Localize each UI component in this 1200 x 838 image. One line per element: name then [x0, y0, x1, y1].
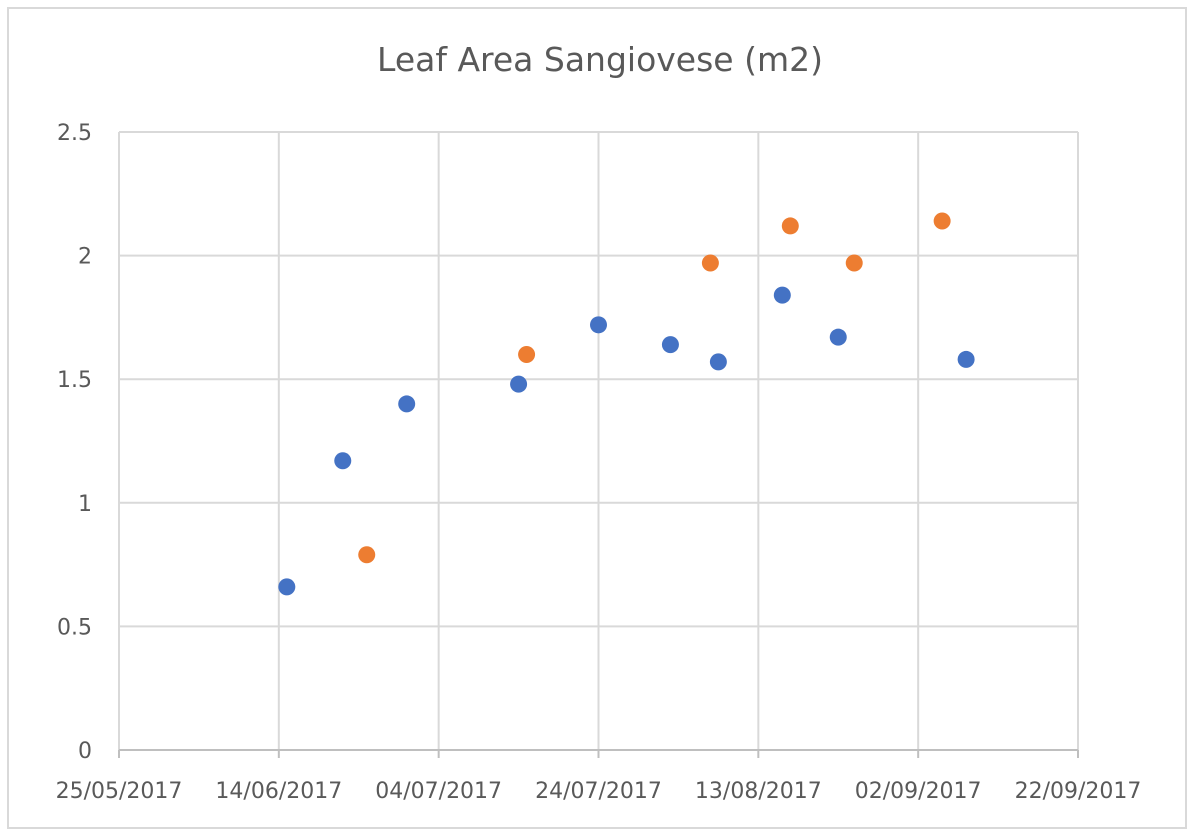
data-point-series-2 [358, 546, 376, 564]
data-points [278, 212, 975, 596]
data-point-series-1 [334, 452, 352, 470]
y-tick-label: 0.5 [57, 615, 92, 640]
x-tick-label: 22/09/2017 [1015, 779, 1142, 804]
data-point-series-1 [829, 328, 847, 346]
x-tick-label: 13/08/2017 [695, 779, 822, 804]
y-tick-label: 1 [78, 492, 92, 517]
y-tick-label: 2 [78, 245, 92, 270]
axes [118, 749, 1079, 758]
x-tick-label: 02/09/2017 [855, 779, 982, 804]
data-point-series-2 [933, 212, 951, 230]
data-point-series-1 [590, 316, 607, 334]
data-point-series-2 [701, 254, 719, 272]
x-tick-label: 24/07/2017 [535, 779, 662, 804]
y-tick-label: 0 [78, 739, 92, 764]
gridlines [118, 131, 1079, 750]
data-point-series-1 [957, 350, 975, 368]
data-point-series-2 [518, 345, 536, 363]
chart-frame [7, 7, 1187, 829]
y-tick-label: 2.5 [57, 121, 92, 146]
data-point-series-1 [709, 353, 727, 371]
x-tick-label: 25/05/2017 [56, 779, 183, 804]
data-point-series-1 [773, 286, 791, 304]
x-tick-label: 14/06/2017 [215, 779, 342, 804]
tick-labels: 0 0.5 1 1.5 2 2.5 25/05/2017 14/06/2017 04/07/20… [56, 121, 1142, 804]
data-point-series-1 [398, 395, 416, 413]
chart-title: Leaf Area Sangiovese (m2) [377, 40, 823, 79]
data-point-series-1 [510, 375, 528, 393]
data-point-series-1 [661, 336, 679, 354]
y-tick-label: 1.5 [57, 368, 92, 393]
data-point-series-2 [781, 217, 799, 235]
data-point-series-2 [845, 254, 863, 272]
data-point-series-1 [278, 578, 296, 596]
x-tick-label: 04/07/2017 [375, 779, 502, 804]
